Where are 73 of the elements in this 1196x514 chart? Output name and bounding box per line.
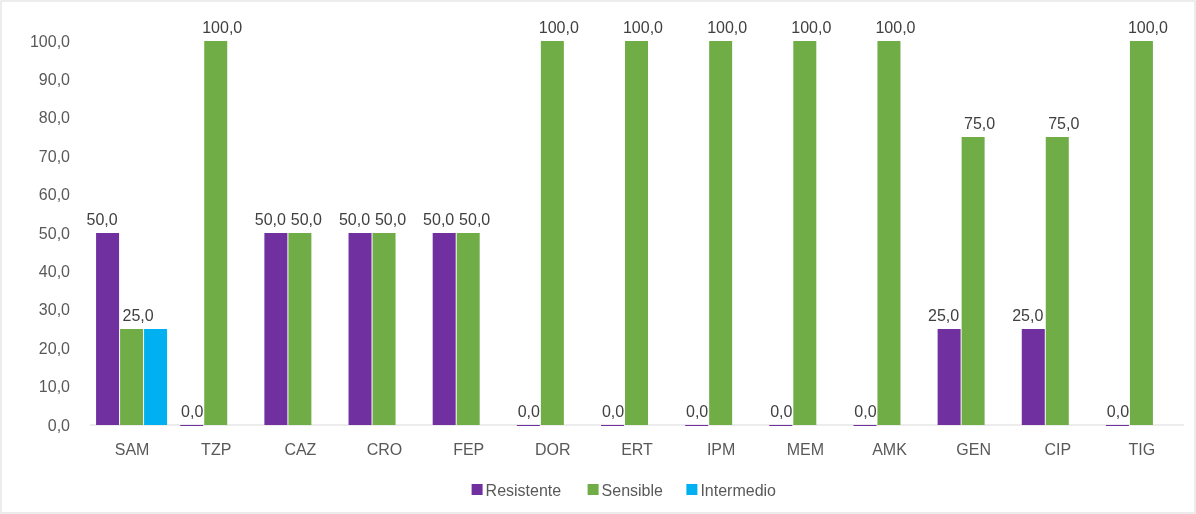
data-label: 0,0 [1106, 403, 1130, 420]
bar [540, 41, 564, 425]
y-tick-label: 40,0 [38, 263, 71, 280]
bar [348, 233, 372, 425]
data-label: 50,0 [290, 211, 323, 228]
x-tick-label: SAM [114, 441, 150, 458]
data-label: 100,0 [538, 19, 579, 36]
x-tick-label: GEN [956, 441, 991, 458]
data-label: 100,0 [791, 19, 832, 36]
y-tick-label: 60,0 [38, 186, 71, 204]
y-tick-label: 0,0 [47, 416, 71, 434]
x-tick-label: CIP [1044, 441, 1072, 458]
data-label: 100,0 [875, 19, 916, 36]
data-label: 75,0 [964, 115, 996, 132]
data-label: 0,0 [181, 403, 204, 420]
bar [961, 137, 985, 425]
y-tick-label: 10,0 [38, 378, 71, 396]
bar [625, 41, 648, 425]
legend-label: Intermedio [700, 481, 777, 499]
bar [877, 41, 901, 425]
data-label: 0,0 [770, 403, 793, 420]
data-label: 50,0 [423, 211, 455, 228]
data-label: 0,0 [517, 403, 541, 420]
x-tick-label: CAZ [284, 441, 317, 458]
x-tick-label: IPM [706, 441, 736, 458]
bar [793, 41, 817, 425]
data-label: 50,0 [459, 211, 491, 228]
bar [937, 329, 961, 425]
y-tick-label: 20,0 [38, 339, 71, 357]
y-tick-label: 30,0 [38, 301, 71, 319]
x-tick-label: TIG [1128, 441, 1156, 458]
x-tick-label: DOR [535, 441, 571, 458]
bar [372, 233, 396, 425]
bar [144, 329, 168, 425]
data-label: 50,0 [374, 211, 407, 228]
x-tick-label: ERT [621, 441, 654, 458]
data-label: 50,0 [338, 211, 371, 228]
x-tick-label: AMK [872, 441, 908, 458]
data-label: 100,0 [622, 19, 664, 36]
x-tick-label: FEP [453, 441, 485, 458]
data-label: 25,0 [122, 307, 154, 324]
bar [288, 233, 312, 425]
data-label: 50,0 [254, 211, 287, 228]
legend-label: Sensible [601, 481, 664, 499]
data-label: 25,0 [928, 307, 960, 324]
bar [432, 233, 456, 425]
bar [1045, 137, 1069, 425]
x-tick-label: TZP [201, 441, 232, 458]
data-label: 100,0 [202, 19, 243, 36]
data-label: 100,0 [707, 19, 748, 36]
y-tick-label: 90,0 [38, 71, 71, 88]
data-label: 0,0 [601, 403, 625, 420]
data-label: 0,0 [854, 403, 877, 420]
data-label: 50,0 [86, 211, 118, 228]
data-label: 75,0 [1048, 115, 1080, 132]
y-tick-label: 100,0 [29, 32, 71, 50]
y-tick-label: 50,0 [38, 224, 71, 242]
bar [709, 41, 733, 425]
legend-label: Resistente [485, 481, 562, 499]
bar [1129, 41, 1153, 425]
x-tick-label: MEM [786, 441, 824, 458]
bar [120, 329, 144, 425]
x-tick-label: CRO [366, 441, 403, 458]
bar [264, 233, 288, 425]
y-tick-label: 70,0 [38, 147, 71, 165]
y-tick-label: 80,0 [38, 109, 71, 127]
data-label: 0,0 [686, 403, 709, 420]
data-label: 25,0 [1012, 307, 1044, 324]
bar [204, 41, 228, 425]
bar [456, 233, 480, 425]
data-label: 100,0 [1127, 19, 1169, 36]
bar [1021, 329, 1045, 425]
bar [96, 233, 120, 425]
